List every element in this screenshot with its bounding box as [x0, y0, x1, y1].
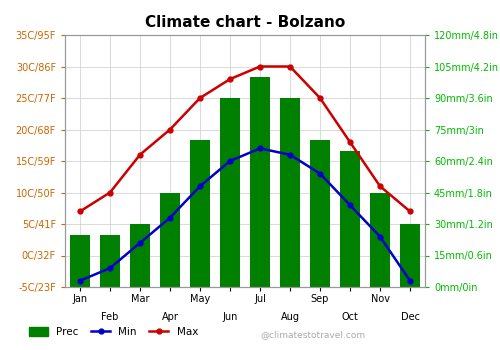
Bar [370, 193, 390, 287]
Text: Dec: Dec [400, 312, 419, 322]
Bar [250, 77, 270, 287]
Bar [400, 224, 420, 287]
Bar [220, 98, 240, 287]
Title: Climate chart - Bolzano: Climate chart - Bolzano [145, 15, 345, 30]
Text: Feb: Feb [102, 312, 118, 322]
Bar [310, 140, 330, 287]
Bar [160, 193, 180, 287]
Bar [100, 234, 120, 287]
Bar [70, 234, 90, 287]
Legend: Prec, Min, Max: Prec, Min, Max [25, 323, 202, 341]
Text: Apr: Apr [162, 312, 178, 322]
Bar [130, 224, 150, 287]
Text: @climatestotravel.com: @climatestotravel.com [260, 330, 365, 340]
Text: Jun: Jun [222, 312, 238, 322]
Bar [280, 98, 300, 287]
Bar [190, 140, 210, 287]
Text: Oct: Oct [342, 312, 358, 322]
Bar [340, 150, 360, 287]
Text: Aug: Aug [280, 312, 299, 322]
